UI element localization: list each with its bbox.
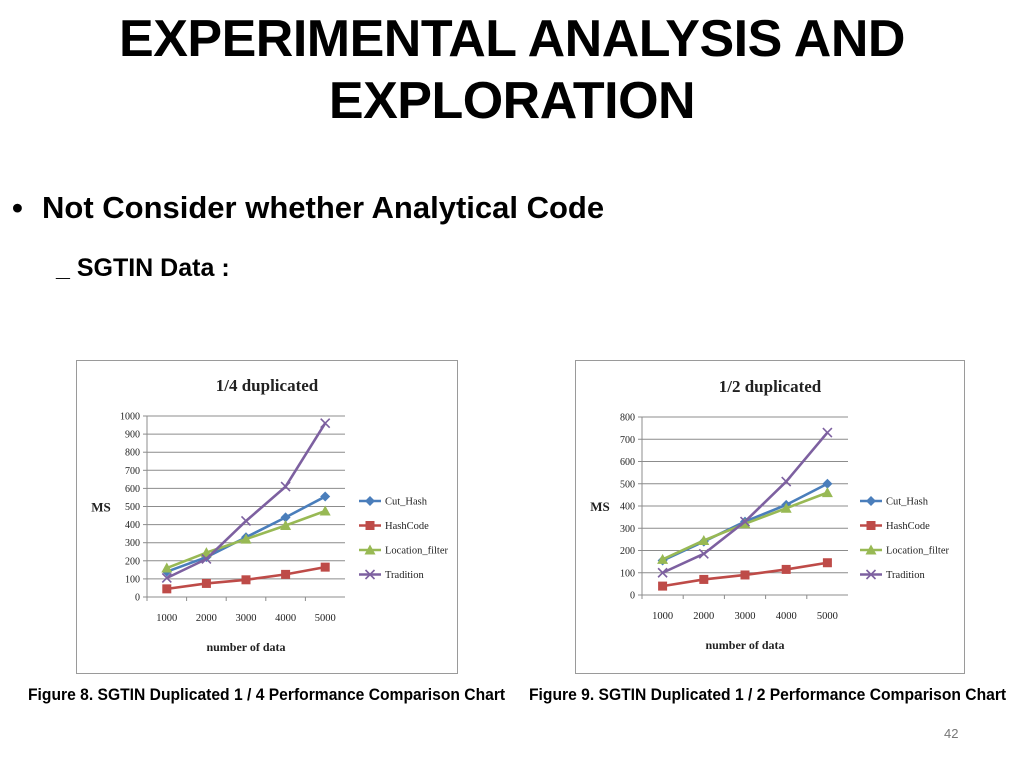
legend-marker bbox=[365, 521, 375, 530]
data-point-location_filter bbox=[821, 487, 833, 498]
bullet-point: • Not Consider whether Analytical Code bbox=[12, 190, 604, 226]
y-tick-label: 1000 bbox=[120, 412, 140, 423]
chart-half-duplicated: 1/2 duplicated 0 100 200 300 400 500 600 700 800 1… bbox=[575, 360, 965, 674]
y-tick-label: 600 bbox=[125, 484, 140, 495]
data-point-hashcode bbox=[241, 575, 251, 585]
data-point-location_filter bbox=[739, 518, 751, 529]
y-axis-label: MS bbox=[91, 500, 111, 515]
x-tick-label: 2000 bbox=[693, 611, 714, 622]
legend-marker bbox=[865, 544, 877, 555]
data-point-hashcode bbox=[201, 578, 211, 588]
data-point-tradition bbox=[698, 548, 709, 559]
data-point-hashcode bbox=[320, 562, 330, 572]
slide-title-line-1: EXPERIMENTAL ANALYSIS AND bbox=[119, 10, 905, 68]
chart-1-svg: 1/4 duplicated 0 100 200 300 400 500 600 700 800 9… bbox=[91, 376, 448, 654]
bullet-text: Not Consider whether Analytical Code bbox=[42, 190, 605, 225]
y-tick-label: 300 bbox=[620, 524, 635, 535]
figure-caption-9: Figure 9. SGTIN Duplicated 1 / 2 Perform… bbox=[529, 685, 1007, 704]
data-point-location_filter bbox=[280, 520, 292, 531]
data-point-hashcode bbox=[281, 569, 291, 579]
x-tick-label: 2000 bbox=[196, 613, 217, 624]
legend-label: Tradition bbox=[385, 570, 424, 581]
data-point-hashcode bbox=[740, 570, 750, 580]
data-point-cut_hash bbox=[320, 491, 331, 502]
y-tick-label: 500 bbox=[620, 479, 635, 490]
y-tick-label: 600 bbox=[620, 457, 635, 468]
x-axis-label: number of data bbox=[206, 640, 285, 654]
legend-marker bbox=[364, 569, 376, 580]
data-point-tradition bbox=[201, 553, 212, 565]
subtitle: _ SGTIN Data : bbox=[56, 254, 230, 282]
x-tick-label: 1000 bbox=[156, 613, 177, 624]
chart-title: 1/4 duplicated bbox=[216, 376, 319, 395]
y-tick-label: 900 bbox=[125, 430, 140, 441]
legend-label: HashCode bbox=[385, 521, 429, 532]
chart-title: 1/2 duplicated bbox=[719, 377, 822, 396]
legend-label: HashCode bbox=[886, 521, 930, 532]
slide-title: EXPERIMENTAL ANALYSIS AND EXPLORATION bbox=[0, 8, 1024, 132]
legend-label: Cut_Hash bbox=[385, 497, 428, 508]
data-point-hashcode bbox=[781, 564, 791, 574]
chart-2-svg: 1/2 duplicated 0 100 200 300 400 500 600 700 800 1… bbox=[590, 377, 949, 652]
y-tick-label: 200 bbox=[125, 556, 140, 567]
legend-marker bbox=[866, 496, 876, 506]
data-point-tradition bbox=[320, 418, 331, 429]
y-tick-label: 100 bbox=[620, 568, 635, 579]
data-point-hashcode bbox=[822, 558, 832, 568]
y-axis-label: MS bbox=[590, 499, 610, 514]
legend-marker bbox=[365, 496, 375, 506]
series-line-tradition bbox=[166, 422, 327, 580]
x-tick-label: 3000 bbox=[236, 613, 257, 624]
y-tick-label: 300 bbox=[125, 538, 140, 549]
data-point-tradition bbox=[822, 427, 833, 438]
data-point-tradition bbox=[657, 567, 668, 578]
x-axis-label: number of data bbox=[705, 638, 784, 652]
data-point-location_filter bbox=[319, 505, 331, 516]
data-point-location_filter bbox=[657, 553, 669, 564]
x-tick-label: 3000 bbox=[735, 611, 756, 622]
data-point-location_filter bbox=[161, 562, 173, 573]
y-tick-label: 200 bbox=[620, 546, 635, 557]
chart-quarter-duplicated: 1/4 duplicated 0 100 200 300 400 500 600 700 800 9… bbox=[76, 360, 458, 674]
x-tick-label: 4000 bbox=[776, 611, 797, 622]
bullet-marker: • bbox=[12, 190, 23, 225]
x-tick-label: 5000 bbox=[315, 613, 336, 624]
slide-title-line-2: EXPLORATION bbox=[328, 72, 696, 130]
data-point-cut_hash bbox=[280, 512, 291, 523]
y-tick-label: 400 bbox=[125, 520, 140, 531]
data-point-location_filter bbox=[698, 534, 710, 545]
data-point-tradition bbox=[280, 481, 291, 492]
data-point-hashcode bbox=[699, 574, 709, 584]
data-point-tradition bbox=[781, 476, 792, 487]
legend-label: Location_filter bbox=[886, 546, 949, 557]
legend-label: Location_filter bbox=[385, 546, 448, 557]
legend-marker bbox=[865, 569, 877, 580]
y-tick-label: 400 bbox=[620, 502, 635, 513]
x-tick-label: 5000 bbox=[817, 611, 838, 622]
figure-caption-8: Figure 8. SGTIN Duplicated 1 / 4 Perform… bbox=[28, 685, 506, 704]
data-point-location_filter bbox=[780, 502, 792, 513]
data-point-tradition bbox=[739, 516, 751, 527]
data-point-hashcode bbox=[658, 581, 668, 591]
legend-marker bbox=[364, 544, 376, 555]
x-tick-label: 4000 bbox=[275, 613, 296, 624]
legend-marker bbox=[866, 521, 876, 530]
y-tick-label: 100 bbox=[125, 574, 140, 585]
data-point-cut_hash bbox=[822, 478, 833, 489]
y-tick-label: 800 bbox=[620, 413, 635, 424]
data-point-tradition bbox=[161, 572, 172, 584]
y-tick-label: 700 bbox=[620, 435, 635, 446]
data-point-tradition bbox=[240, 515, 252, 527]
y-tick-label: 500 bbox=[125, 502, 140, 513]
data-point-hashcode bbox=[162, 584, 172, 594]
legend-label: Tradition bbox=[886, 570, 925, 581]
y-tick-label: 700 bbox=[125, 466, 140, 477]
x-tick-label: 1000 bbox=[652, 611, 673, 622]
legend-label: Cut_Hash bbox=[886, 497, 929, 508]
y-tick-label: 800 bbox=[125, 448, 140, 459]
page-number: 42 bbox=[944, 726, 959, 741]
data-point-location_filter bbox=[240, 533, 252, 544]
y-tick-label: 0 bbox=[135, 593, 140, 604]
y-tick-label: 0 bbox=[630, 591, 635, 602]
